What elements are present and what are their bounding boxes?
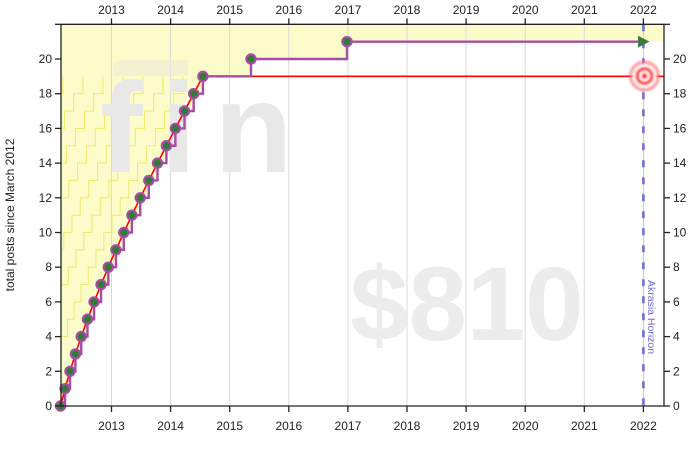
svg-text:2: 2 [673, 364, 680, 378]
svg-text:20: 20 [673, 52, 687, 66]
svg-text:8: 8 [673, 260, 680, 274]
svg-text:12: 12 [673, 191, 687, 205]
svg-text:2016: 2016 [275, 419, 302, 433]
svg-text:2014: 2014 [157, 3, 184, 17]
svg-text:2013: 2013 [98, 3, 125, 17]
svg-text:2: 2 [45, 364, 52, 378]
svg-text:2014: 2014 [157, 419, 184, 433]
svg-text:4: 4 [673, 330, 680, 344]
svg-text:0: 0 [45, 399, 52, 413]
svg-text:18: 18 [673, 87, 687, 101]
svg-text:18: 18 [39, 87, 53, 101]
svg-text:2020: 2020 [512, 419, 539, 433]
svg-text:2018: 2018 [394, 419, 421, 433]
svg-text:12: 12 [39, 191, 53, 205]
svg-text:2013: 2013 [98, 419, 125, 433]
svg-text:14: 14 [673, 156, 687, 170]
svg-text:10: 10 [39, 226, 53, 240]
svg-text:4: 4 [45, 330, 52, 344]
svg-text:6: 6 [673, 295, 680, 309]
svg-text:0: 0 [673, 399, 680, 413]
svg-text:2019: 2019 [453, 3, 480, 17]
svg-text:2018: 2018 [394, 3, 421, 17]
svg-text:Akrasia Horizon: Akrasia Horizon [645, 280, 657, 354]
svg-text:2015: 2015 [216, 3, 243, 17]
svg-text:2019: 2019 [453, 419, 480, 433]
svg-text:16: 16 [673, 121, 687, 135]
svg-text:2022: 2022 [630, 419, 657, 433]
svg-text:2017: 2017 [335, 3, 362, 17]
svg-text:14: 14 [39, 156, 53, 170]
svg-text:2022: 2022 [630, 3, 657, 17]
svg-text:20: 20 [39, 52, 53, 66]
svg-text:$810: $810 [350, 246, 584, 363]
svg-text:2021: 2021 [571, 3, 598, 17]
svg-text:6: 6 [45, 295, 52, 309]
svg-text:16: 16 [39, 121, 53, 135]
svg-text:2016: 2016 [275, 3, 302, 17]
svg-text:total posts since March 2012: total posts since March 2012 [3, 138, 17, 291]
svg-text:2017: 2017 [335, 419, 362, 433]
svg-text:2020: 2020 [512, 3, 539, 17]
svg-text:10: 10 [673, 226, 687, 240]
svg-text:2021: 2021 [571, 419, 598, 433]
svg-text:8: 8 [45, 260, 52, 274]
svg-text:2015: 2015 [216, 419, 243, 433]
